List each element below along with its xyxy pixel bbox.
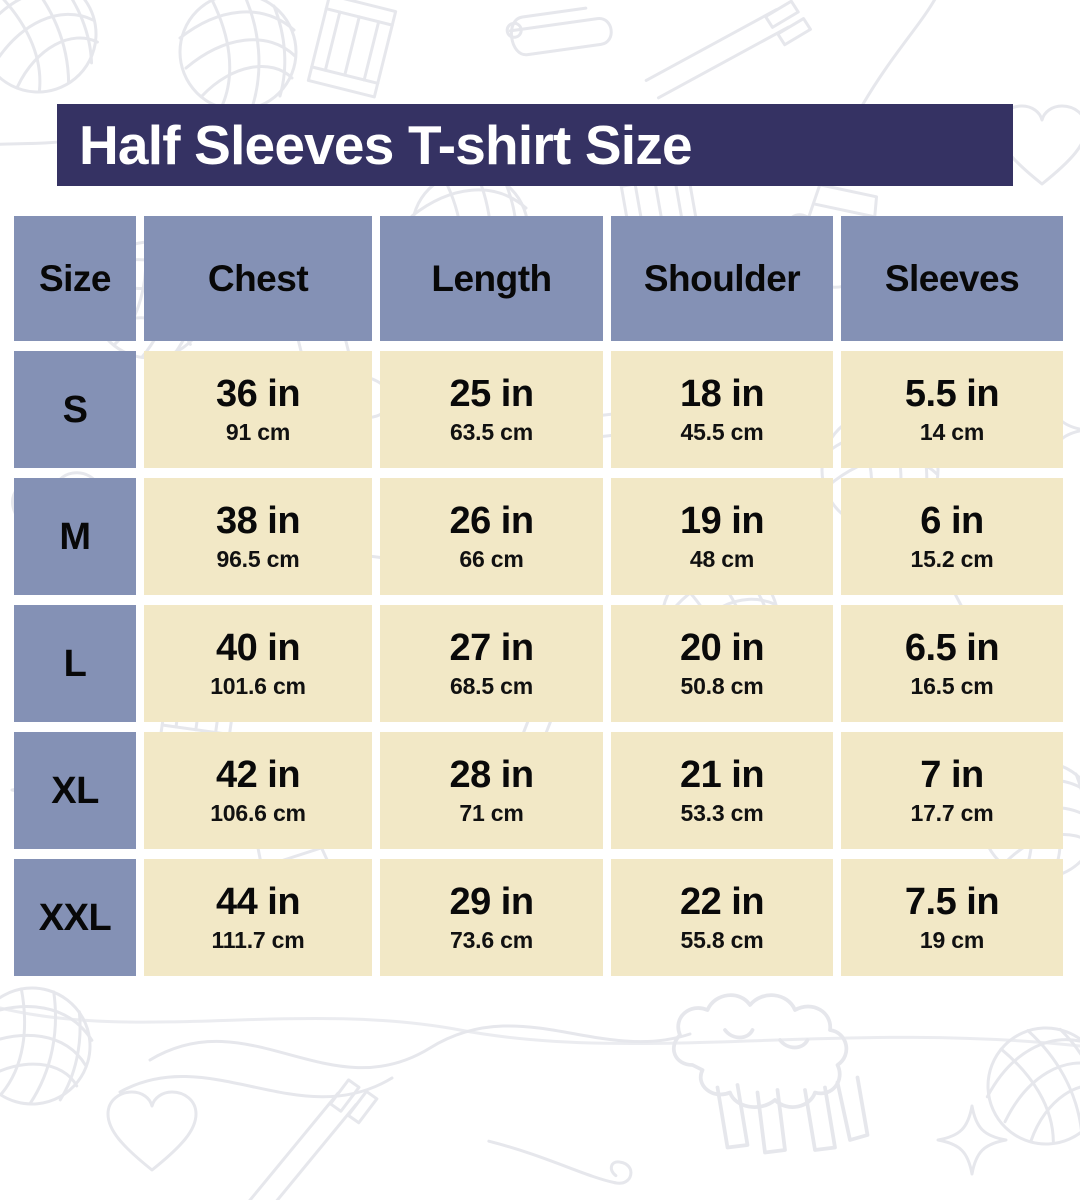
cell-shoulder: 22 in 55.8 cm bbox=[611, 859, 833, 976]
row-size-label-cell: S bbox=[14, 351, 136, 468]
cell-length: 28 in 71 cm bbox=[380, 732, 603, 849]
cell-length: 29 in 73.6 cm bbox=[380, 859, 603, 976]
cell-shoulder: 18 in 45.5 cm bbox=[611, 351, 833, 468]
cell-chest: 42 in 106.6 cm bbox=[144, 732, 372, 849]
cell-shoulder: 21 in 53.3 cm bbox=[611, 732, 833, 849]
size-label: M bbox=[59, 515, 91, 558]
value-inches: 19 in bbox=[679, 499, 765, 542]
value-centimeters: 96.5 cm bbox=[216, 545, 300, 572]
table-row: M 38 in 96.5 cm 26 in 66 cm 19 in 48 cm … bbox=[14, 478, 1063, 595]
value-inches: 38 in bbox=[215, 499, 301, 542]
cell-chest: 38 in 96.5 cm bbox=[144, 478, 372, 595]
value-inches: 27 in bbox=[449, 626, 534, 669]
column-header-length: Length bbox=[380, 216, 603, 341]
value-inches: 18 in bbox=[679, 372, 765, 415]
row-size-label-cell: XXL bbox=[14, 859, 136, 976]
value-centimeters: 15.2 cm bbox=[910, 545, 994, 572]
table-row: S 36 in 91 cm 25 in 63.5 cm 18 in 45.5 c… bbox=[14, 351, 1063, 468]
column-header-chest-label: Chest bbox=[207, 258, 309, 299]
row-size-label-cell: M bbox=[14, 478, 136, 595]
value-centimeters: 66 cm bbox=[459, 545, 524, 572]
column-header-size-label: Size bbox=[38, 258, 112, 299]
row-size-label-cell: L bbox=[14, 605, 136, 722]
size-label: S bbox=[62, 388, 88, 431]
size-label: XL bbox=[51, 769, 99, 812]
value-inches: 25 in bbox=[449, 372, 534, 415]
value-inches: 36 in bbox=[215, 372, 301, 415]
value-centimeters: 53.3 cm bbox=[680, 799, 764, 826]
value-centimeters: 73.6 cm bbox=[450, 926, 533, 953]
table-row: XXL 44 in 111.7 cm 29 in 73.6 cm 22 in 5… bbox=[14, 859, 1063, 976]
column-header-sleeves: Sleeves bbox=[841, 216, 1063, 341]
value-inches: 22 in bbox=[679, 880, 765, 923]
table-header-row: Size Chest Length Shoulder Sleeves bbox=[14, 216, 1063, 341]
column-header-shoulder: Shoulder bbox=[611, 216, 833, 341]
cell-chest: 44 in 111.7 cm bbox=[144, 859, 372, 976]
cell-length: 26 in 66 cm bbox=[380, 478, 603, 595]
value-inches: 26 in bbox=[449, 499, 534, 542]
value-centimeters: 17.7 cm bbox=[910, 799, 994, 826]
value-inches: 29 in bbox=[449, 880, 534, 923]
cell-shoulder: 20 in 50.8 cm bbox=[611, 605, 833, 722]
value-centimeters: 106.6 cm bbox=[210, 799, 306, 826]
value-inches: 44 in bbox=[215, 880, 301, 923]
cell-sleeves: 7 in 17.7 cm bbox=[841, 732, 1063, 849]
table-row: XL 42 in 106.6 cm 28 in 71 cm 21 in 53.3… bbox=[14, 732, 1063, 849]
cell-sleeves: 6.5 in 16.5 cm bbox=[841, 605, 1063, 722]
value-centimeters: 48 cm bbox=[689, 545, 755, 572]
column-header-sleeves-label: Sleeves bbox=[884, 258, 1020, 299]
value-inches: 40 in bbox=[215, 626, 301, 669]
value-inches: 7 in bbox=[920, 753, 984, 796]
column-header-length-label: Length bbox=[431, 258, 552, 299]
value-centimeters: 55.8 cm bbox=[680, 926, 764, 953]
title-banner: Half Sleeves T-shirt Size bbox=[57, 104, 1013, 186]
value-centimeters: 16.5 cm bbox=[910, 672, 994, 699]
size-label: L bbox=[63, 642, 87, 685]
column-header-shoulder-label: Shoulder bbox=[643, 258, 801, 299]
value-centimeters: 50.8 cm bbox=[680, 672, 764, 699]
cell-sleeves: 5.5 in 14 cm bbox=[841, 351, 1063, 468]
value-inches: 20 in bbox=[679, 626, 765, 669]
value-centimeters: 14 cm bbox=[919, 418, 985, 445]
cell-length: 27 in 68.5 cm bbox=[380, 605, 603, 722]
value-inches: 28 in bbox=[449, 753, 534, 796]
size-label: XXL bbox=[38, 896, 112, 939]
value-centimeters: 19 cm bbox=[919, 926, 985, 953]
value-inches: 21 in bbox=[679, 753, 765, 796]
column-header-chest: Chest bbox=[144, 216, 372, 341]
value-centimeters: 91 cm bbox=[225, 418, 291, 445]
cell-length: 25 in 63.5 cm bbox=[380, 351, 603, 468]
cell-chest: 36 in 91 cm bbox=[144, 351, 372, 468]
size-table: Size Chest Length Shoulder Sleeves S 36 … bbox=[14, 216, 1063, 976]
table-row: L 40 in 101.6 cm 27 in 68.5 cm 20 in 50.… bbox=[14, 605, 1063, 722]
cell-shoulder: 19 in 48 cm bbox=[611, 478, 833, 595]
value-centimeters: 63.5 cm bbox=[450, 418, 533, 445]
cell-sleeves: 6 in 15.2 cm bbox=[841, 478, 1063, 595]
value-centimeters: 68.5 cm bbox=[450, 672, 533, 699]
value-inches: 42 in bbox=[215, 753, 301, 796]
value-centimeters: 101.6 cm bbox=[210, 672, 306, 699]
cell-sleeves: 7.5 in 19 cm bbox=[841, 859, 1063, 976]
value-inches: 7.5 in bbox=[904, 880, 1000, 923]
cell-chest: 40 in 101.6 cm bbox=[144, 605, 372, 722]
value-centimeters: 111.7 cm bbox=[211, 926, 305, 953]
value-inches: 6.5 in bbox=[904, 626, 1000, 669]
value-inches: 5.5 in bbox=[904, 372, 1000, 415]
column-header-size: Size bbox=[14, 216, 136, 341]
value-centimeters: 71 cm bbox=[459, 799, 524, 826]
page-title: Half Sleeves T-shirt Size bbox=[79, 113, 693, 176]
value-inches: 6 in bbox=[920, 499, 984, 542]
value-centimeters: 45.5 cm bbox=[680, 418, 764, 445]
row-size-label-cell: XL bbox=[14, 732, 136, 849]
